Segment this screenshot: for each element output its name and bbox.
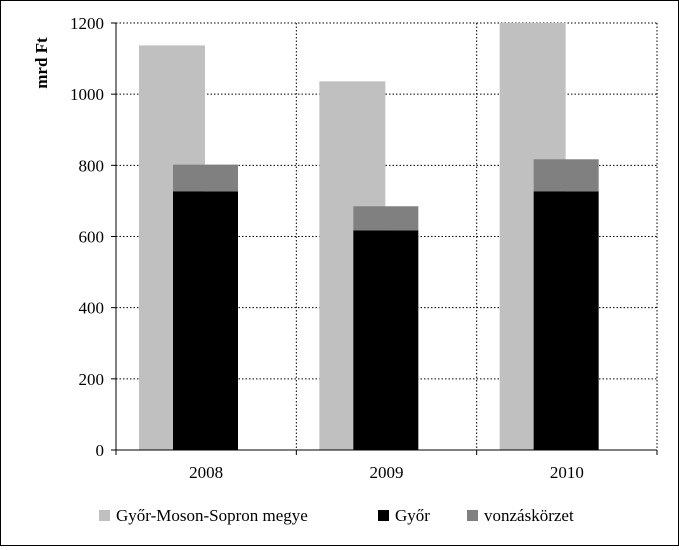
x-tick-label: 2010 xyxy=(550,463,584,482)
legend-swatch xyxy=(467,510,478,521)
legend-label: vonzáskörzet xyxy=(484,506,574,525)
y-tick-label: 1000 xyxy=(70,85,104,104)
axes xyxy=(111,22,658,455)
legend: Győr-Moson-Sopron megye Győr vonzáskörzet xyxy=(99,506,574,525)
x-tick-label: 2008 xyxy=(189,463,223,482)
y-tick-label: 200 xyxy=(79,370,105,389)
y-tick-label: 600 xyxy=(79,228,105,247)
bar-gyor-2009 xyxy=(353,230,419,450)
legend-label: Győr-Moson-Sopron megye xyxy=(116,506,308,525)
y-tick-label: 400 xyxy=(79,299,105,318)
y-tick-label: 1200 xyxy=(70,14,104,33)
y-tick-label: 0 xyxy=(96,441,105,460)
bars xyxy=(139,23,599,451)
y-tick-labels: 0 200 400 600 800 1000 1200 xyxy=(70,14,104,460)
bar-vonzaskorzet-2008 xyxy=(173,164,238,192)
x-tick-labels: 2008 2009 2010 xyxy=(189,463,584,482)
y-axis-label: mrd Ft xyxy=(32,37,51,89)
bar-vonzaskorzet-2010 xyxy=(533,159,599,192)
bar-gyor-2008 xyxy=(173,191,238,450)
x-tick-label: 2009 xyxy=(370,463,404,482)
legend-swatch xyxy=(99,510,110,521)
bar-gyor-2010 xyxy=(533,191,599,450)
legend-swatch xyxy=(378,510,389,521)
y-tick-label: 800 xyxy=(79,156,105,175)
legend-label: Győr xyxy=(395,506,430,525)
bar-vonzaskorzet-2009 xyxy=(353,206,419,231)
